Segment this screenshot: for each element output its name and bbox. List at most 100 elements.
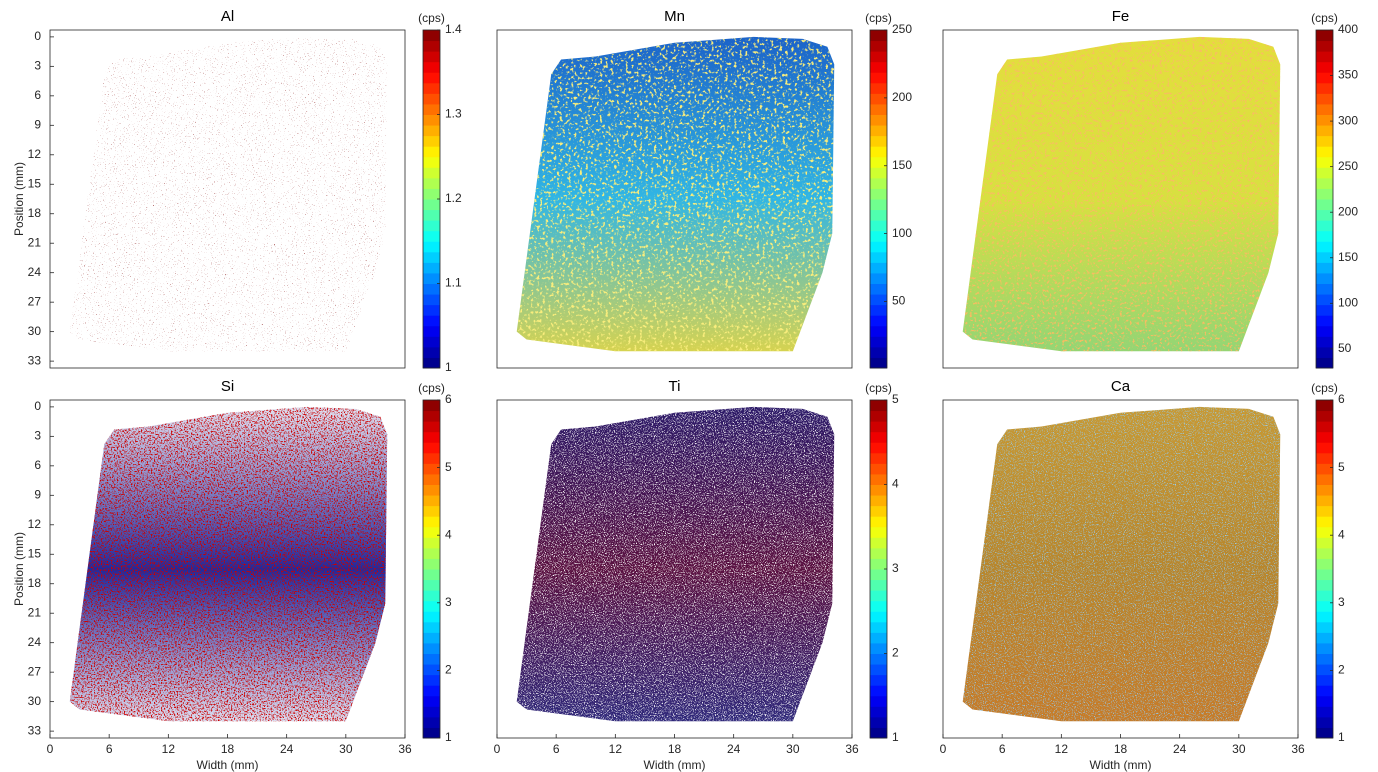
colorbar-step	[870, 495, 887, 507]
x-tick-label: 36	[398, 742, 412, 756]
colorbar-step	[870, 706, 887, 718]
colorbar-step	[870, 664, 887, 676]
colorbar-step	[1316, 695, 1333, 707]
colorbar-step	[1316, 135, 1333, 147]
colorbar-label: (cps)	[1311, 381, 1338, 395]
colorbar-step	[1316, 325, 1333, 337]
colorbar-tick-label: 100	[892, 226, 912, 240]
colorbar-step	[870, 283, 887, 295]
colorbar-step	[1316, 495, 1333, 507]
colorbar-step	[870, 188, 887, 200]
colorbar-step	[1316, 30, 1333, 42]
colorbar-step	[870, 505, 887, 517]
colorbar-step	[423, 569, 440, 581]
colorbar-step	[1316, 431, 1333, 443]
x-axis-label: Width (mm)	[197, 758, 259, 772]
y-tick-label: 33	[28, 353, 42, 367]
x-tick-label: 18	[1114, 742, 1128, 756]
colorbar-step	[1316, 569, 1333, 581]
colorbar-step	[423, 51, 440, 63]
colorbar-step	[870, 611, 887, 623]
colorbar-step	[423, 484, 440, 496]
colorbar-step	[1316, 664, 1333, 676]
y-axis-label: Position (mm)	[12, 162, 26, 236]
colorbar-tick-label: 4	[1338, 527, 1345, 541]
colorbar-step	[870, 695, 887, 707]
colorbar-step	[1316, 442, 1333, 454]
colorbar-step	[870, 135, 887, 147]
colorbar-step	[870, 357, 887, 369]
colorbar-tick-label: 1.1	[445, 276, 462, 290]
colorbar-step	[1316, 40, 1333, 52]
x-tick-label: 0	[47, 742, 54, 756]
colorbar-step	[870, 199, 887, 211]
panel-title: Ti	[669, 378, 681, 395]
colorbar-step	[1316, 484, 1333, 496]
colorbar-tick-label: 1.3	[445, 107, 462, 121]
colorbar-step	[423, 516, 440, 528]
panel: Al 0 3 6 9 12 15 18 21 24 27 30 33 Position (mm) (cps)…	[12, 8, 462, 374]
colorbar-step	[1316, 294, 1333, 306]
colorbar-tick-label: 5	[445, 460, 452, 474]
x-tick-label: 24	[727, 742, 741, 756]
colorbar-step	[423, 706, 440, 718]
y-tick-label: 30	[28, 324, 42, 338]
colorbar-step	[870, 579, 887, 591]
colorbar-step	[423, 82, 440, 94]
colorbar-step	[423, 400, 440, 412]
x-tick-label: 36	[1291, 742, 1305, 756]
colorbar-step	[423, 431, 440, 443]
colorbar-step	[423, 272, 440, 284]
colorbar-step	[1316, 621, 1333, 633]
colorbar-step	[423, 674, 440, 686]
colorbar-step	[870, 51, 887, 63]
colorbar-tick-label: 1	[892, 730, 899, 744]
colorbar-tick-label: 150	[1338, 250, 1358, 264]
colorbar-step	[1316, 473, 1333, 485]
colorbar-tick-label: 200	[892, 90, 912, 104]
colorbar-step	[1316, 452, 1333, 464]
colorbar-step	[423, 230, 440, 242]
map-texture	[516, 406, 835, 722]
colorbar-step	[423, 199, 440, 211]
y-tick-label: 21	[28, 605, 42, 619]
colorbar-step	[423, 473, 440, 485]
colorbar-step	[423, 241, 440, 253]
colorbar-step	[1316, 590, 1333, 602]
colorbar-step	[870, 674, 887, 686]
y-tick-label: 21	[28, 235, 42, 249]
colorbar-step	[1316, 199, 1333, 211]
map-texture	[69, 36, 388, 352]
colorbar-step	[423, 30, 440, 42]
colorbar-step	[870, 526, 887, 538]
colorbar-tick-label: 2	[1338, 663, 1345, 677]
colorbar-step	[1316, 727, 1333, 739]
colorbar-step	[1316, 346, 1333, 358]
y-tick-label: 6	[34, 458, 41, 472]
colorbar-step	[423, 621, 440, 633]
map-texture	[516, 36, 835, 352]
colorbar-tick-label: 1	[445, 360, 452, 374]
colorbar-step	[423, 632, 440, 644]
colorbar-step	[1316, 61, 1333, 73]
colorbar-step	[423, 600, 440, 612]
colorbar-step	[1316, 167, 1333, 179]
colorbar-tick-label: 3	[445, 595, 452, 609]
colorbar-step	[423, 495, 440, 507]
colorbar-step	[870, 547, 887, 559]
colorbar-step	[870, 421, 887, 433]
colorbar-step	[423, 188, 440, 200]
y-tick-label: 6	[34, 88, 41, 102]
x-tick-label: 6	[999, 742, 1006, 756]
colorbar-step	[423, 336, 440, 348]
colorbar-step	[423, 167, 440, 179]
colorbar-step	[1316, 674, 1333, 686]
map-texture	[69, 406, 388, 722]
colorbar-step	[1316, 653, 1333, 665]
colorbar-step	[1316, 146, 1333, 158]
colorbar-step	[1316, 251, 1333, 263]
colorbar-step	[423, 72, 440, 84]
